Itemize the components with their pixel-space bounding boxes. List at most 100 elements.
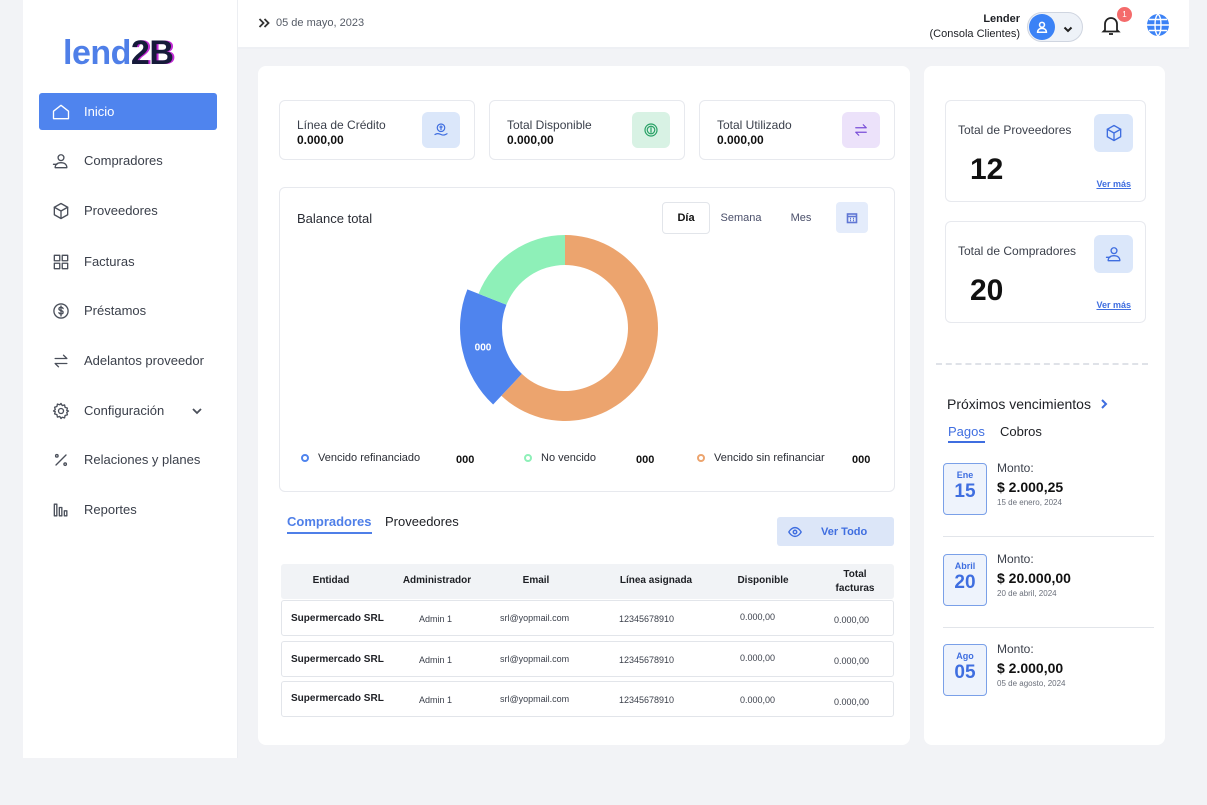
user-name: Lender — [983, 13, 1020, 25]
tab-cobros[interactable]: Cobros — [1000, 424, 1042, 439]
legend-dot — [301, 454, 309, 462]
view-all-button[interactable]: Ver Todo — [777, 517, 894, 546]
see-more-link[interactable]: Ver más — [1096, 300, 1131, 310]
tab-pagos[interactable]: Pagos — [948, 424, 985, 443]
sidebar-item-label: Configuración — [84, 403, 165, 418]
legend-value: 000 — [456, 454, 475, 466]
sidebar-item-adelantos[interactable]: Adelantos proveedor — [39, 342, 217, 379]
divider — [943, 627, 1154, 628]
summary-card-buyers: Total de Compradores 20 Ver más — [945, 221, 1146, 323]
sidebar-item-proveedores[interactable]: Proveedores — [39, 192, 217, 229]
due-item[interactable]: Ene 15 Monto: $ 2.000,25 15 de enero, 20… — [943, 461, 1155, 537]
cell-entity: Supermercado SRL — [291, 693, 384, 704]
swap-icon — [49, 349, 73, 373]
top-header: 05 de mayo, 2023 Lender (Consola Cliente… — [238, 0, 1189, 49]
due-item[interactable]: Abril 20 Monto: $ 20.000,00 20 de abril,… — [943, 552, 1155, 628]
current-date: 05 de mayo, 2023 — [276, 17, 365, 29]
chevron-down-icon — [1062, 22, 1074, 34]
sidebar-item-compradores[interactable]: Compradores — [39, 142, 217, 179]
due-item[interactable]: Ago 05 Monto: $ 2.000,00 05 de agosto, 2… — [943, 642, 1155, 704]
sidebar-item-prestamos[interactable]: Préstamos — [39, 292, 217, 329]
summary-value: 20 — [970, 274, 1004, 307]
donut-slice-0[interactable] — [501, 235, 658, 421]
legend-dot — [524, 454, 532, 462]
tab-compradores[interactable]: Compradores — [287, 514, 372, 534]
sidebar-item-relaciones[interactable]: Relaciones y planes — [39, 441, 217, 478]
user-menu-button[interactable] — [1027, 12, 1083, 42]
notification-badge: 1 — [1117, 7, 1132, 22]
eye-icon — [788, 526, 802, 537]
period-tabs: Día Semana Mes — [662, 202, 839, 234]
column-header: Total facturas — [835, 569, 875, 594]
legend-item-refinanced: Vencido refinanciado — [301, 452, 420, 464]
due-month: Ene — [956, 470, 974, 480]
gear-icon — [49, 399, 73, 423]
cell-total-invoices: 0.000,00 — [834, 615, 870, 625]
donut-slice-1[interactable] — [460, 289, 522, 405]
sidebar-item-label: Proveedores — [84, 203, 158, 218]
calendar-date-icon: Abril 20 — [943, 554, 987, 606]
sidebar-item-reportes[interactable]: Reportes — [39, 491, 217, 528]
calendar-date-icon: Ene 15 — [943, 463, 987, 515]
due-day: 05 — [954, 662, 976, 683]
cell-admin: Admin 1 — [419, 695, 453, 705]
box-icon — [49, 199, 73, 223]
calendar-icon — [846, 212, 858, 223]
stat-label: Línea de Crédito — [297, 118, 386, 132]
amount-label: Monto: — [997, 552, 1034, 566]
cell-entity: Supermercado SRL — [291, 613, 384, 624]
see-more-link[interactable]: Ver más — [1096, 179, 1131, 189]
table-row[interactable]: Supermercado SRL Admin 1 srl@yopmail.com… — [281, 600, 894, 636]
main-panel: Línea de Crédito 0.000,00 Total Disponib… — [258, 66, 910, 745]
sidebar-item-label: Inicio — [84, 104, 115, 119]
cell-admin: Admin 1 — [419, 614, 453, 624]
double-chevron-icon[interactable] — [258, 17, 270, 29]
user-role: (Consola Clientes) — [929, 28, 1020, 40]
legend-label: Vencido refinanciado — [318, 452, 421, 464]
cell-email: srl@yopmail.com — [500, 694, 570, 704]
cell-total-invoices: 0.000,00 — [834, 697, 870, 707]
sidebar-item-label: Relaciones y planes — [84, 452, 201, 467]
dollar-circle-icon — [632, 112, 670, 148]
sidebar: lend2B Inicio Compradores Proveedores Fa… — [23, 0, 238, 758]
due-amount: $ 20.000,00 — [997, 570, 1071, 586]
legend-label: Vencido sin refinanciar — [714, 452, 825, 464]
period-tab-month[interactable]: Mes — [790, 212, 812, 224]
due-date: 15 de enero, 2024 — [997, 498, 1062, 507]
balance-title: Balance total — [297, 211, 373, 226]
table-row[interactable]: Supermercado SRL Admin 1 srl@yopmail.com… — [281, 681, 894, 717]
period-tab-week[interactable]: Semana — [720, 212, 762, 224]
sidebar-item-inicio[interactable]: Inicio — [39, 93, 217, 130]
swap-icon — [842, 112, 880, 148]
bell-icon — [1101, 17, 1121, 35]
legend-value: 000 — [852, 454, 871, 466]
notifications-button[interactable] — [1099, 13, 1123, 39]
tab-proveedores[interactable]: Proveedores — [385, 514, 459, 529]
logo[interactable]: lend2B — [63, 34, 174, 73]
calendar-date-icon: Ago 05 — [943, 644, 987, 696]
sidebar-item-label: Préstamos — [84, 303, 147, 318]
globe-icon — [1147, 13, 1169, 37]
bars-icon — [49, 498, 73, 522]
buyers-icon — [1094, 235, 1133, 273]
stat-card-available: Total Disponible 0.000,00 — [489, 100, 685, 160]
money-hand-icon — [422, 112, 460, 148]
box-icon — [1094, 114, 1133, 152]
period-tab-day[interactable]: Día — [662, 202, 710, 234]
column-header: Línea asignada — [619, 575, 693, 586]
language-button[interactable] — [1145, 12, 1171, 38]
amount-label: Monto: — [997, 642, 1034, 656]
sidebar-item-configuracion[interactable]: Configuración — [39, 392, 217, 429]
stat-card-used: Total Utilizado 0.000,00 — [699, 100, 895, 160]
header-date: 05 de mayo, 2023 — [258, 17, 364, 29]
column-header: Email — [522, 575, 550, 586]
chevron-down-icon[interactable] — [191, 405, 203, 417]
table-row[interactable]: Supermercado SRL Admin 1 srl@yopmail.com… — [281, 641, 894, 677]
upcoming-due-title[interactable]: Próximos vencimientos — [947, 396, 1110, 412]
cell-available: 0.000,00 — [740, 653, 776, 663]
right-panel: Total de Proveedores 12 Ver más Total de… — [924, 66, 1165, 745]
calendar-button[interactable] — [836, 202, 868, 233]
sidebar-item-facturas[interactable]: Facturas — [39, 243, 217, 280]
stat-card-credit-line: Línea de Crédito 0.000,00 — [279, 100, 475, 160]
donut-slice-2[interactable] — [478, 235, 565, 305]
